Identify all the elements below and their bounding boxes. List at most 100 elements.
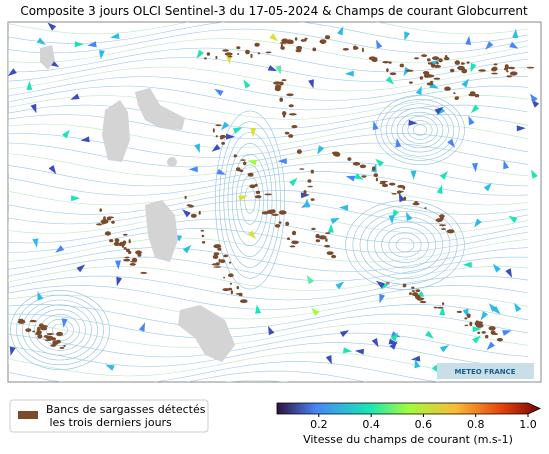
- island: [102, 100, 130, 162]
- eddy: [407, 120, 433, 140]
- current-arrow: [472, 326, 482, 333]
- streamline: [8, 313, 529, 339]
- sargassum-patch: [254, 42, 260, 47]
- sargassum-patch: [436, 306, 444, 309]
- streamline: [8, 342, 529, 367]
- current-arrow: [26, 80, 33, 90]
- sargassum-patch: [315, 233, 320, 239]
- sargassum-patch: [382, 61, 390, 64]
- current-arrow: [267, 65, 278, 72]
- current-arrow: [110, 33, 120, 39]
- sargassum-patch: [414, 57, 419, 60]
- island: [145, 200, 178, 262]
- sargassum-patch: [496, 337, 503, 342]
- current-arrow: [70, 93, 80, 100]
- sargassum-patch: [441, 228, 446, 230]
- sargassum-patch: [206, 52, 211, 56]
- colorbar-tick-label: 0.2: [310, 418, 328, 431]
- sargassum-patch: [237, 53, 240, 55]
- sargassum-patch: [212, 254, 219, 259]
- sargassum-patch: [391, 193, 398, 195]
- current-arrow: [375, 158, 384, 167]
- streamline: [8, 28, 529, 54]
- current-arrow: [379, 293, 385, 304]
- sargassum-patch: [289, 245, 296, 248]
- current-arrow: [277, 158, 287, 165]
- current-arrow: [385, 76, 395, 85]
- sargassum-patch: [464, 324, 469, 327]
- current-arrow: [434, 106, 444, 115]
- current-arrow: [238, 195, 248, 202]
- sargassum-patch: [236, 46, 241, 50]
- eddy: [395, 237, 415, 253]
- current-arrow: [529, 93, 538, 103]
- current-arrow: [188, 166, 198, 173]
- sargassum-patch: [240, 299, 248, 304]
- sargassum-patch: [213, 266, 221, 268]
- eddy: [385, 103, 455, 157]
- current-arrow: [398, 192, 405, 203]
- current-arrow: [404, 31, 410, 41]
- current-arrow: [214, 88, 224, 97]
- current-arrow: [389, 340, 398, 350]
- sargassum-patch: [315, 239, 321, 243]
- sargassum-patch: [426, 58, 431, 62]
- current-arrow: [514, 302, 522, 313]
- streamline: [8, 275, 529, 301]
- current-arrow: [436, 184, 443, 195]
- colorbar-tick-label: 0.6: [415, 418, 433, 431]
- sargassum-patch: [137, 253, 142, 257]
- sargassum-patch: [435, 218, 443, 223]
- streamline: [223, 380, 290, 382]
- sargassum-patch: [184, 195, 187, 200]
- island: [167, 157, 177, 167]
- sargassum-patch: [326, 251, 334, 256]
- eddy: [231, 153, 269, 247]
- sargassum-patch: [430, 63, 435, 68]
- sargassum-patch: [386, 68, 389, 72]
- current-arrow: [62, 129, 70, 139]
- sargassum-patch: [284, 131, 290, 135]
- sargassum-patch: [223, 276, 226, 279]
- eddy: [227, 143, 273, 258]
- sargassum-patch: [368, 56, 377, 61]
- sargassum-patch: [56, 331, 64, 336]
- current-arrow: [486, 341, 495, 351]
- colorbar-label: Vitesse du champs de courant (m.s-1): [303, 433, 513, 446]
- island: [40, 45, 55, 70]
- legend-box: [9, 399, 209, 433]
- sargassum-patch: [123, 240, 126, 243]
- eddy: [391, 107, 449, 153]
- current-arrow: [354, 173, 364, 180]
- eddy: [402, 116, 438, 144]
- sargassum-patch: [492, 66, 498, 71]
- sargassum-patch: [371, 166, 376, 171]
- island: [178, 305, 235, 362]
- sargassum-patch: [403, 196, 407, 201]
- sargassum-patch: [477, 331, 481, 334]
- current-arrow: [474, 218, 482, 228]
- current-arrow: [105, 364, 115, 371]
- current-arrow: [115, 260, 121, 270]
- current-arrow: [376, 39, 383, 49]
- sargassum-patch: [128, 250, 132, 255]
- title: Composite 3 jours OLCI Sentinel-3 du 17-…: [20, 4, 528, 18]
- sargassum-patch: [478, 69, 486, 72]
- sargassum-patch: [104, 231, 111, 236]
- current-arrow: [196, 49, 204, 59]
- streamline: [8, 57, 529, 82]
- current-arrow: [388, 215, 395, 225]
- streamline: [8, 237, 529, 263]
- sargassum-patch: [281, 79, 287, 82]
- current-arrow: [182, 209, 191, 218]
- sargassum-patch: [466, 61, 470, 64]
- current-arrow: [415, 85, 422, 96]
- sargassum-patch: [352, 162, 361, 166]
- sargassum-patch: [436, 61, 439, 65]
- sargassum-patch: [100, 219, 109, 224]
- current-arrow: [375, 280, 385, 289]
- sargassum-patch: [469, 321, 473, 327]
- sargassum-patch: [491, 72, 498, 75]
- sargassum-patch: [353, 46, 359, 50]
- current-arrow: [344, 70, 354, 77]
